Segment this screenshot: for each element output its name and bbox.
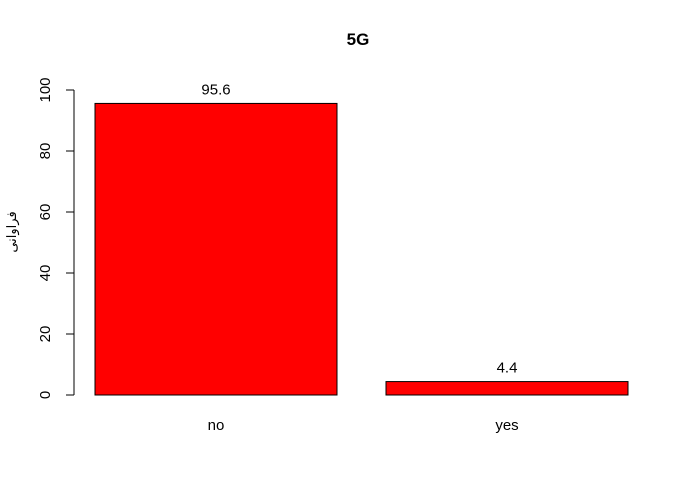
- x-tick-label-yes: yes: [495, 417, 518, 434]
- y-tick-label: 0: [37, 391, 54, 399]
- x-tick-label-no: no: [208, 417, 225, 434]
- chart-title: 5G: [347, 30, 370, 49]
- data-label-no: 95.6: [201, 81, 230, 98]
- y-tick-label: 20: [37, 326, 54, 343]
- data-labels: 95.6 4.4: [201, 81, 517, 376]
- bar-no: [94, 102, 338, 396]
- y-tick-label: 60: [37, 204, 54, 221]
- bars: [94, 102, 629, 396]
- data-label-yes: 4.4: [497, 360, 518, 377]
- y-tick-label: 100: [37, 77, 54, 102]
- y-tick-label: 40: [37, 265, 54, 282]
- y-axis-label: فراوانی: [4, 211, 20, 252]
- x-axis-labels: no yes: [208, 417, 519, 434]
- bar-yes: [385, 381, 629, 396]
- y-tick-label: 80: [37, 143, 54, 160]
- y-axis: 0 20 40 60 80 100: [37, 77, 75, 399]
